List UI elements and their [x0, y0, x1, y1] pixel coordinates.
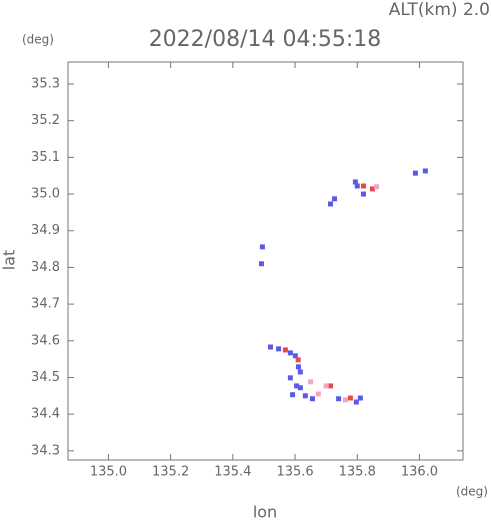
y-tick-label: 35.2 [31, 113, 60, 128]
x-tick-label: 135.6 [276, 465, 313, 480]
y-tick-label: 34.7 [31, 297, 60, 312]
echo-point [276, 346, 282, 352]
x-tick-label: 135.2 [152, 465, 189, 480]
y-tick-label: 35.3 [31, 77, 60, 92]
x-tick-label: 136.0 [401, 465, 438, 480]
altitude-label: ALT(km) 2.0 [389, 0, 490, 20]
echo-point [287, 350, 293, 356]
echo-point [347, 395, 353, 401]
y-tick-label: 35.0 [31, 187, 60, 202]
y-unit: (deg) [22, 33, 54, 47]
x-tick-label: 135.4 [214, 465, 251, 480]
echo-point [422, 168, 428, 174]
y-tick-label: 34.5 [31, 370, 60, 385]
echo-point [352, 179, 358, 185]
echo-point [290, 392, 296, 398]
echo-point [258, 261, 264, 267]
echo-point [353, 399, 359, 405]
echo-point [328, 383, 334, 389]
echo-point [360, 191, 366, 197]
y-axis-label: lat [0, 250, 19, 271]
x-tick-label: 135.8 [339, 465, 376, 480]
y-tick-label: 34.8 [31, 260, 60, 275]
echo-point [292, 353, 298, 359]
y-tick-label: 34.4 [31, 407, 60, 422]
echo-point [328, 201, 334, 207]
plot-frame [67, 61, 464, 461]
echo-point [412, 170, 418, 176]
echo-point [342, 397, 348, 403]
y-tick-label: 35.1 [31, 150, 60, 165]
echo-point [287, 375, 293, 381]
echo-point [295, 364, 301, 370]
x-tick-label: 135.0 [90, 465, 127, 480]
echo-point [294, 383, 300, 389]
echo-point [309, 396, 315, 402]
echo-point [282, 347, 288, 353]
echo-point [267, 344, 273, 350]
echo-point [360, 183, 366, 189]
y-tick-label: 34.3 [31, 443, 60, 458]
y-tick-label: 34.6 [31, 333, 60, 348]
echo-point [295, 357, 301, 363]
x-axis-label: lon [253, 503, 277, 522]
echo-point [297, 385, 303, 391]
echo-point [308, 379, 314, 385]
echo-point [336, 396, 342, 402]
echo-point [259, 244, 265, 250]
y-tick-label: 34.9 [31, 223, 60, 238]
x-unit: (deg) [456, 485, 488, 499]
echo-point [369, 186, 375, 192]
echo-point [315, 391, 321, 397]
echo-point [323, 383, 329, 389]
chart-title: 2022/08/14 04:55:18 [149, 27, 382, 52]
echo-point [332, 196, 338, 202]
echo-point [357, 395, 363, 401]
echo-point [297, 369, 303, 375]
echo-point [302, 393, 308, 399]
echo-point [354, 183, 360, 189]
echo-point [374, 184, 380, 190]
